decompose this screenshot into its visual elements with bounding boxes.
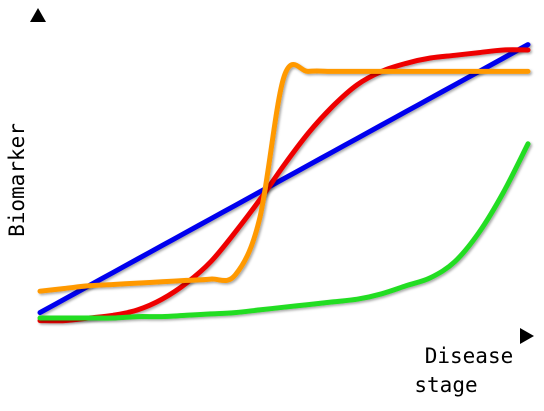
series-line-orange (37, 62, 531, 294)
series-layer (37, 42, 531, 324)
x-axis-arrowhead (520, 328, 534, 344)
series-line-green (37, 141, 531, 321)
y-axis-label: Biomarker (5, 123, 29, 237)
series-line-red (37, 47, 531, 324)
x-axis-label-line-2: stage (414, 373, 477, 397)
y-axis-arrowhead (30, 8, 46, 22)
series-line-blue (37, 42, 531, 316)
x-axis-label-line-1: Disease (425, 344, 514, 368)
